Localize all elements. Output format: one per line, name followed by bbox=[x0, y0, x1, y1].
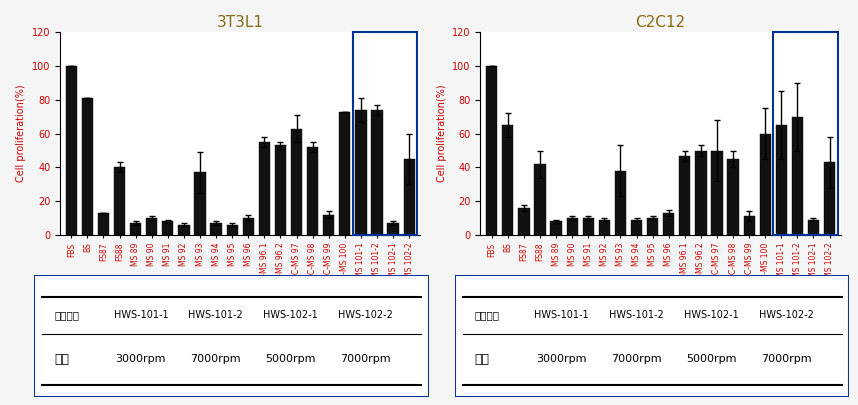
Text: HWS-102-2: HWS-102-2 bbox=[758, 311, 813, 320]
FancyBboxPatch shape bbox=[455, 275, 849, 397]
Text: HWS-101-2: HWS-101-2 bbox=[189, 311, 244, 320]
Text: 5000rpm: 5000rpm bbox=[266, 354, 316, 364]
Bar bbox=[227, 225, 238, 235]
Bar bbox=[599, 220, 610, 235]
Bar bbox=[759, 134, 770, 235]
Bar bbox=[66, 66, 77, 235]
Bar bbox=[808, 220, 819, 235]
Bar bbox=[98, 213, 109, 235]
Text: HWS-101-1: HWS-101-1 bbox=[534, 311, 589, 320]
Bar bbox=[323, 215, 335, 235]
Bar bbox=[583, 218, 594, 235]
Text: 혈청번호: 혈청번호 bbox=[474, 311, 499, 320]
Bar bbox=[486, 66, 498, 235]
Text: HWS-101-1: HWS-101-1 bbox=[113, 311, 168, 320]
Bar bbox=[680, 156, 691, 235]
Bar bbox=[728, 159, 739, 235]
Bar bbox=[291, 129, 302, 235]
Bar bbox=[744, 216, 755, 235]
Text: 5000rpm: 5000rpm bbox=[686, 354, 736, 364]
Bar bbox=[711, 151, 722, 235]
Bar bbox=[631, 220, 642, 235]
Bar bbox=[372, 110, 383, 235]
Text: 조건: 조건 bbox=[54, 353, 69, 366]
Bar bbox=[259, 142, 270, 235]
Bar bbox=[551, 222, 562, 235]
Bar bbox=[502, 125, 513, 235]
Bar bbox=[162, 222, 173, 235]
Title: 3T3L1: 3T3L1 bbox=[217, 15, 263, 30]
Text: 조건: 조건 bbox=[474, 353, 489, 366]
Bar bbox=[388, 223, 399, 235]
Text: 7000rpm: 7000rpm bbox=[190, 354, 241, 364]
Bar bbox=[339, 112, 350, 235]
Bar bbox=[535, 164, 546, 235]
Title: C2C12: C2C12 bbox=[636, 15, 686, 30]
Bar bbox=[518, 208, 529, 235]
Text: HWS-102-2: HWS-102-2 bbox=[338, 311, 393, 320]
Bar bbox=[776, 125, 787, 235]
Text: 혈청번호: 혈청번호 bbox=[54, 311, 79, 320]
Bar bbox=[615, 171, 626, 235]
Bar bbox=[695, 151, 706, 235]
Text: HWS-102-1: HWS-102-1 bbox=[684, 311, 739, 320]
Y-axis label: Cell proliferation(%): Cell proliferation(%) bbox=[437, 85, 447, 183]
Bar bbox=[130, 223, 142, 235]
Bar bbox=[210, 223, 221, 235]
Bar bbox=[566, 218, 577, 235]
Bar bbox=[146, 218, 157, 235]
Bar bbox=[647, 218, 658, 235]
Text: 7000rpm: 7000rpm bbox=[341, 354, 391, 364]
Bar bbox=[663, 213, 674, 235]
Text: 7000rpm: 7000rpm bbox=[761, 354, 812, 364]
Bar bbox=[178, 225, 190, 235]
Bar bbox=[355, 110, 366, 235]
FancyBboxPatch shape bbox=[34, 275, 429, 397]
Bar bbox=[114, 167, 125, 235]
Text: 7000rpm: 7000rpm bbox=[611, 354, 662, 364]
Bar bbox=[307, 147, 318, 235]
Text: HWS-101-2: HWS-101-2 bbox=[609, 311, 664, 320]
Bar bbox=[275, 145, 286, 235]
Y-axis label: Cell proliferation(%): Cell proliferation(%) bbox=[16, 85, 27, 183]
Text: 3000rpm: 3000rpm bbox=[116, 354, 166, 364]
Bar bbox=[403, 159, 414, 235]
Bar bbox=[792, 117, 803, 235]
Bar bbox=[243, 218, 254, 235]
Bar bbox=[824, 162, 835, 235]
Bar bbox=[195, 173, 206, 235]
Bar bbox=[82, 98, 93, 235]
Text: HWS-102-1: HWS-102-1 bbox=[263, 311, 318, 320]
Text: 3000rpm: 3000rpm bbox=[536, 354, 587, 364]
